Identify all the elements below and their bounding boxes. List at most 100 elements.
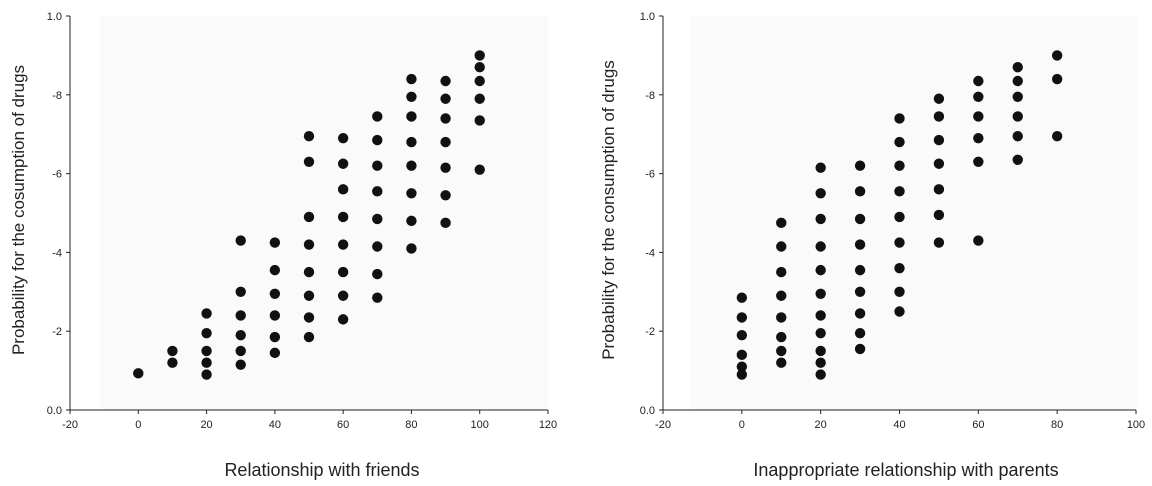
chart-2-data-point <box>973 91 984 102</box>
chart-1-data-point <box>372 213 383 225</box>
chart-1-data-point <box>201 369 212 380</box>
chart-1-data-point <box>474 75 485 87</box>
chart-1-data-point <box>337 239 349 250</box>
chart-1-data-point <box>474 62 485 73</box>
chart-2-data-point <box>933 111 945 122</box>
chart-1-data-point <box>474 93 485 104</box>
chart-2-data-point <box>776 345 787 357</box>
chart-1-data-point <box>269 288 281 299</box>
chart-1-data-point <box>303 130 315 142</box>
chart-1-data-point <box>406 91 417 102</box>
chart-1-points <box>133 50 485 380</box>
chart-1-x-tick-label: 100 <box>471 419 489 431</box>
chart-2-data-point <box>776 312 787 323</box>
chart-2-y-axis-title: Probability for the consumption of drugs <box>599 60 618 360</box>
chart-1-x-tick-label: 80 <box>405 419 417 431</box>
chart-2-data-point <box>1051 130 1063 142</box>
chart-1-data-point <box>337 184 349 195</box>
chart-1-data-point <box>269 310 281 321</box>
chart-1-data-point <box>372 111 383 122</box>
chart-2-data-point <box>815 241 826 252</box>
chart-1-data-point <box>406 73 417 85</box>
chart-1-data-point <box>167 357 178 368</box>
chart-1-data-point <box>440 190 451 201</box>
chart-2-data-point <box>854 213 866 225</box>
chart-2-data-point <box>815 369 826 380</box>
chart-2-y-tick-label: 0.0 <box>640 405 655 417</box>
chart-1-data-point <box>372 160 383 171</box>
chart-2-data-point <box>933 184 945 195</box>
chart-1-data-point <box>372 186 383 197</box>
chart-2-data-point <box>736 369 748 380</box>
chart-2-y-tick-label: -8 <box>645 90 655 102</box>
chart-1-data-point <box>406 215 417 227</box>
chart-1-data-point <box>167 345 178 357</box>
chart-2-data-point <box>973 75 984 87</box>
chart-1-data-point <box>303 266 315 278</box>
chart-1-data-point <box>303 239 315 250</box>
chart-1-data-point <box>440 162 451 173</box>
chart-2-y-ticks: 0.0 -2 -4 -6 -8 1.0 <box>640 11 663 417</box>
chart-2-data-point <box>894 160 905 171</box>
chart-1-data-point <box>269 347 281 359</box>
chart-1-data-point <box>474 164 485 175</box>
chart-1-y-axis-title: Probability for the cosumption of drugs <box>9 65 28 355</box>
chart-1-data-point <box>406 160 417 171</box>
chart-1-data-point <box>406 111 417 122</box>
chart-1-data-point <box>337 211 349 223</box>
chart-2-data-point <box>894 113 905 124</box>
chart-2-data-point <box>1012 130 1023 142</box>
chart-2-data-point <box>776 290 787 301</box>
chart-1-data-point <box>235 329 246 341</box>
chart-2-data-point <box>1051 50 1063 61</box>
chart-2-data-point <box>736 349 748 361</box>
chart-2-data-point <box>894 306 905 317</box>
chart-2-data-point <box>815 357 826 368</box>
chart-2-data-point <box>1012 111 1023 122</box>
chart-2-x-tick-label: 20 <box>815 419 827 431</box>
chart-2-data-point <box>776 217 787 229</box>
chart-1-y-tick-label: -2 <box>52 326 62 338</box>
chart-1-data-point <box>337 132 349 144</box>
chart-2-x-tick-label: 100 <box>1127 419 1145 431</box>
chart-1-data-point <box>235 235 246 246</box>
chart-1-y-tick-label: -6 <box>52 169 62 181</box>
chart-2-data-point <box>815 345 826 357</box>
chart-1-x-ticks: -20 0 20 40 60 80 100 120 <box>62 410 557 431</box>
chart-2-data-point <box>973 132 984 144</box>
chart-2-data-point <box>736 361 748 372</box>
chart-2-data-point <box>815 213 826 225</box>
chart-2-data-point <box>776 331 787 343</box>
chart-2-y-tick-label: -6 <box>645 169 655 181</box>
chart-2-y-tick-label: -2 <box>645 326 655 338</box>
chart-1-data-point <box>440 93 451 104</box>
chart-2-data-point <box>854 160 866 171</box>
chart-2-data-point <box>854 343 866 355</box>
chart-2-data-point <box>815 162 826 173</box>
chart-2-data-point <box>1012 62 1023 73</box>
chart-1-data-point <box>235 286 246 297</box>
chart-2-data-point <box>933 158 945 169</box>
chart-2-data-point <box>973 235 984 246</box>
chart-1-data-point <box>372 134 383 146</box>
chart-2-data-point <box>776 241 787 252</box>
chart-1-data-point <box>269 264 281 276</box>
chart-1-data-point <box>440 136 451 148</box>
chart-2-data-point <box>973 111 984 122</box>
chart-1-data-point <box>269 237 281 248</box>
chart-2-plot-area <box>690 16 1138 410</box>
chart-1-data-point <box>474 50 485 61</box>
chart-2-data-point <box>815 288 826 299</box>
chart-2-data-point <box>854 308 866 319</box>
chart-2-data-point <box>894 211 905 223</box>
chart-2-data-point <box>1012 91 1023 102</box>
chart-1-plot-area <box>100 16 548 410</box>
chart-1-data-point <box>303 290 315 301</box>
chart-1-data-point <box>440 217 451 229</box>
chart-2-points <box>736 50 1063 380</box>
chart-2-x-tick-label: -20 <box>655 419 671 431</box>
chart-2-data-point <box>933 209 945 221</box>
chart-2: -20 0 20 40 60 80 100 0.0 -2 -4 -6 -8 1.0 Inappropr… <box>599 11 1145 480</box>
chart-2-data-point <box>776 357 787 368</box>
